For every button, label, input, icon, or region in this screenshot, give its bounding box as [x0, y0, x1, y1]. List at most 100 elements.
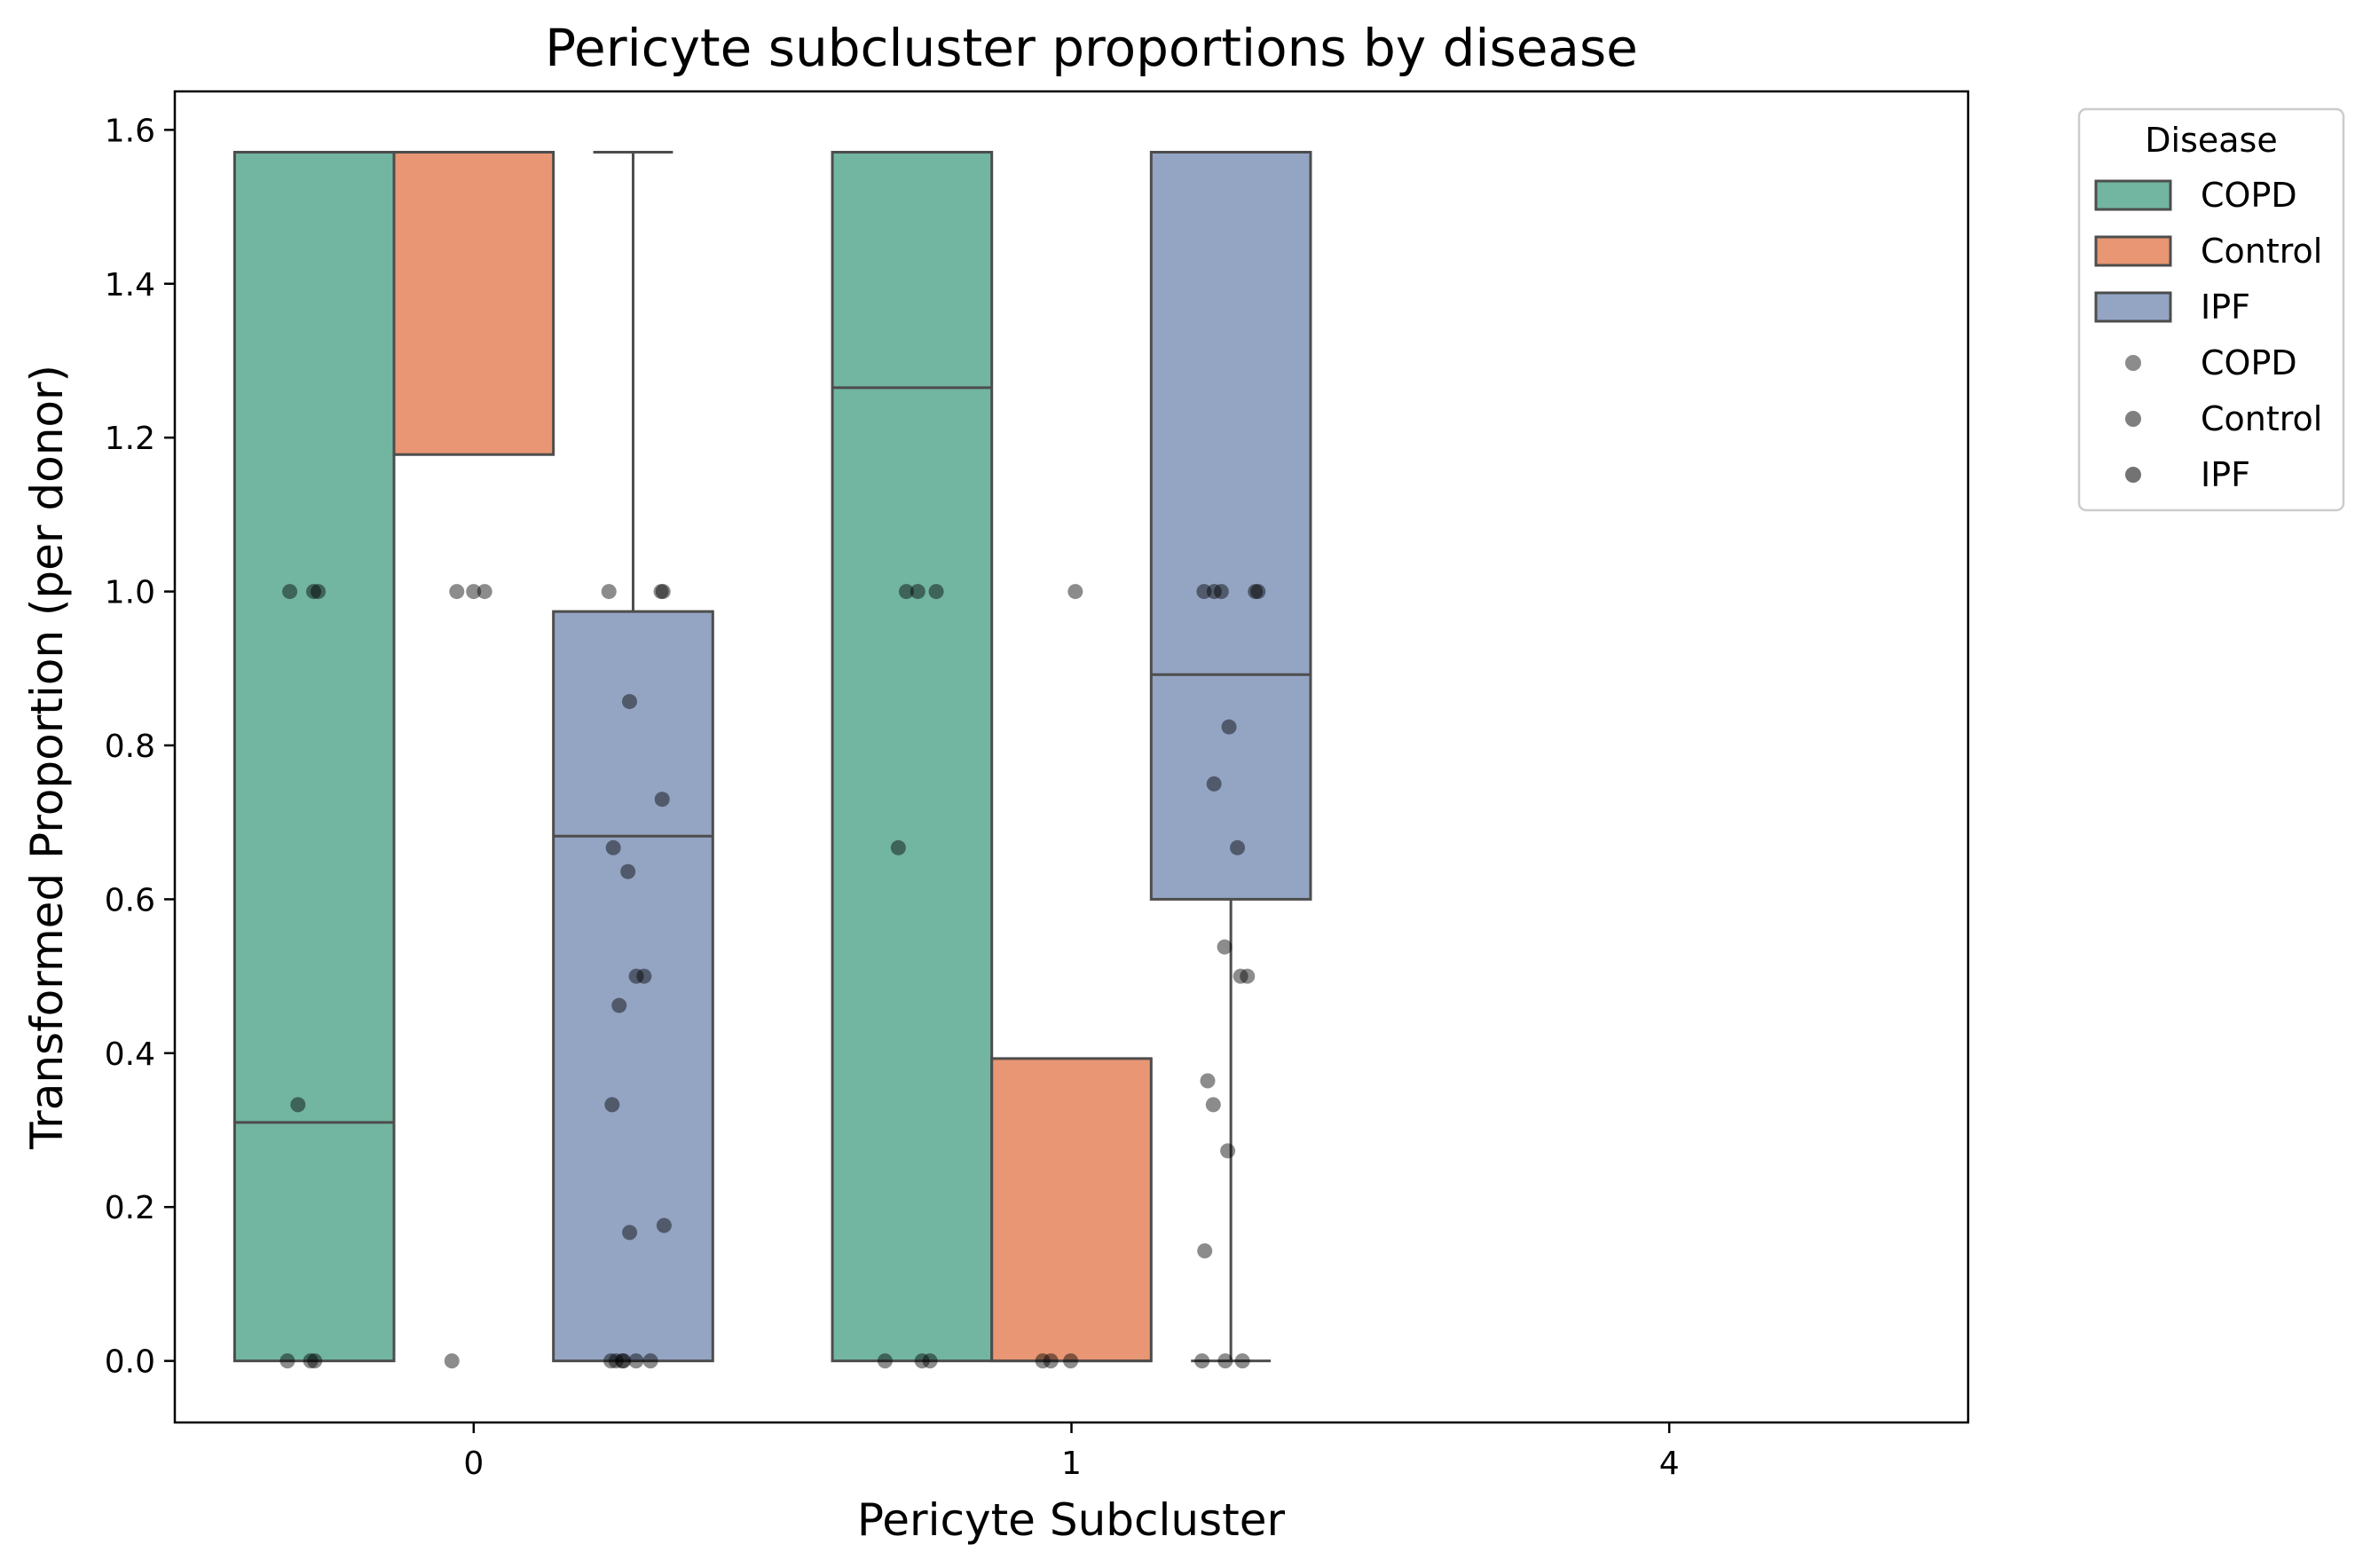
y-tick-label: 0.8: [105, 729, 155, 765]
y-tick-label: 1.4: [105, 267, 155, 303]
y-tick-label: 1.0: [105, 575, 155, 611]
data-point: [604, 1097, 620, 1113]
y-tick-label: 0.6: [105, 882, 155, 918]
data-point: [1200, 1073, 1216, 1089]
data-point: [1217, 1353, 1233, 1369]
data-point: [910, 584, 926, 600]
chart-title: Pericyte subcluster proportions by disea…: [545, 18, 1638, 78]
data-point: [1194, 1353, 1210, 1369]
legend-title: Disease: [2145, 121, 2277, 160]
box: [1149, 150, 1312, 901]
data-point: [1234, 1353, 1250, 1369]
data-point: [282, 584, 298, 600]
data-point: [311, 584, 327, 600]
data-point: [1063, 1353, 1079, 1369]
data-point: [605, 839, 621, 855]
data-point: [620, 863, 636, 879]
data-point: [655, 584, 671, 600]
x-tick-label: 4: [1659, 1446, 1680, 1482]
data-point: [477, 584, 492, 600]
data-point: [1035, 1353, 1051, 1369]
data-point: [914, 1353, 930, 1369]
x-tick-label: 0: [463, 1446, 484, 1482]
data-point: [1240, 968, 1256, 984]
data-point: [466, 584, 482, 600]
legend-swatch: [2094, 179, 2172, 211]
data-point: [653, 584, 669, 600]
data-point: [628, 968, 644, 984]
legend-swatch: [2094, 291, 2172, 323]
box: [990, 1057, 1153, 1363]
data-point: [1067, 584, 1083, 600]
data-point: [303, 1353, 319, 1369]
data-point: [307, 1353, 323, 1369]
box: [232, 150, 396, 1363]
y-tick-label: 1.2: [105, 421, 155, 457]
y-tick-label: 0.4: [105, 1036, 155, 1073]
data-point: [611, 997, 627, 1013]
legend-label: COPD: [2201, 343, 2297, 382]
data-point: [654, 792, 670, 808]
data-point: [444, 1353, 460, 1369]
legend: Disease COPD Control IPF COPD Control IPF: [2077, 107, 2345, 512]
points-layer: [280, 584, 1266, 1369]
y-tick-label: 0.0: [105, 1344, 155, 1381]
legend-label: COPD: [2201, 176, 2297, 215]
data-point: [928, 584, 944, 600]
legend-marker: [2125, 411, 2141, 427]
data-point: [601, 584, 617, 600]
data-point: [616, 1353, 632, 1369]
legend-label: IPF: [2201, 455, 2250, 494]
y-axis-label: Transformed Proportion (per donor): [21, 365, 73, 1150]
data-point: [656, 1217, 672, 1233]
data-point: [1250, 584, 1266, 600]
data-point: [280, 1353, 295, 1369]
y-tick-label: 1.6: [105, 113, 155, 149]
data-point: [608, 1353, 624, 1369]
data-point: [1206, 584, 1222, 600]
data-point: [290, 1097, 306, 1113]
data-point: [922, 1353, 938, 1369]
data-point: [636, 968, 652, 984]
data-point: [1233, 968, 1248, 984]
data-point: [1043, 1353, 1059, 1369]
box: [392, 150, 555, 456]
data-point: [898, 584, 914, 600]
legend-label: Control: [2201, 232, 2322, 271]
data-point: [1205, 1097, 1221, 1113]
x-axis-label: Pericyte Subcluster: [857, 1494, 1286, 1546]
data-point: [642, 1353, 658, 1369]
legend-label: Control: [2201, 399, 2322, 438]
data-point: [614, 1353, 630, 1369]
legend-marker: [2125, 355, 2141, 371]
data-point: [622, 1225, 638, 1241]
data-point: [1220, 1143, 1236, 1159]
data-point: [603, 1353, 619, 1369]
data-point: [890, 839, 906, 855]
boxes-layer: [232, 150, 1312, 1363]
y-tick-label: 0.2: [105, 1190, 155, 1226]
data-point: [449, 584, 465, 600]
data-point: [877, 1353, 893, 1369]
data-point: [1217, 939, 1233, 955]
box: [552, 610, 714, 1363]
data-point: [1196, 584, 1212, 600]
box: [831, 150, 994, 1363]
data-point: [1230, 839, 1246, 855]
legend-items: COPD Control IPF COPD Control IPF: [2094, 176, 2322, 494]
data-point: [1213, 584, 1229, 600]
x-axis: 0 1 4: [463, 1422, 1680, 1482]
y-axis: 0.0 0.2 0.4 0.6 0.8 1.0 1.2 1.4 1.6: [105, 113, 175, 1381]
legend-swatch: [2094, 235, 2172, 267]
data-point: [628, 1353, 644, 1369]
data-point: [1221, 719, 1237, 735]
x-tick-label: 1: [1061, 1446, 1082, 1482]
data-point: [1197, 1243, 1213, 1259]
legend-marker: [2125, 467, 2141, 483]
data-point: [306, 584, 322, 600]
legend-label: IPF: [2201, 288, 2250, 327]
data-point: [621, 694, 637, 710]
data-point: [1206, 776, 1222, 792]
data-point: [1248, 584, 1264, 600]
